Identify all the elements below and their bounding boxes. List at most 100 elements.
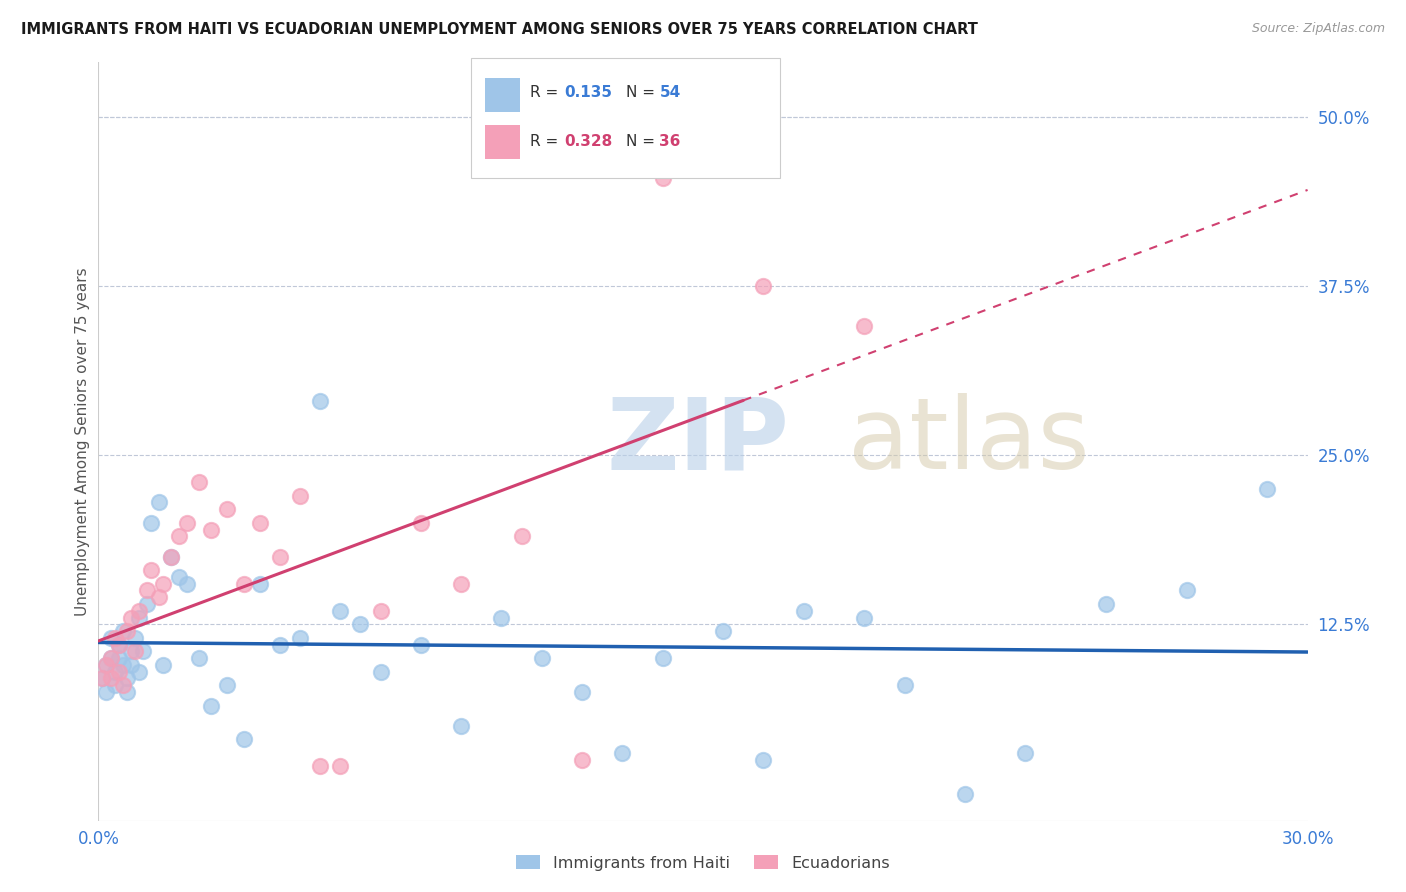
Point: [115, 624, 138, 639]
Text: 36: 36: [659, 135, 681, 149]
Point: [96, 685, 118, 699]
Point: [288, 489, 311, 503]
Point: [651, 651, 673, 665]
Point: [752, 753, 775, 767]
Point: [103, 665, 125, 679]
Text: IMMIGRANTS FROM HAITI VS ECUADORIAN UNEMPLOYMENT AMONG SENIORS OVER 75 YEARS COR: IMMIGRANTS FROM HAITI VS ECUADORIAN UNEM…: [21, 22, 979, 37]
Point: [111, 678, 134, 692]
Point: [491, 610, 513, 624]
Point: [103, 678, 125, 692]
Point: [148, 495, 170, 509]
Point: [249, 576, 271, 591]
Point: [176, 576, 198, 591]
Point: [100, 672, 122, 686]
Point: [124, 644, 146, 658]
Point: [91, 672, 114, 686]
Point: [571, 685, 593, 699]
Point: [288, 631, 311, 645]
Point: [893, 678, 915, 692]
Point: [132, 644, 155, 658]
Point: [124, 631, 146, 645]
Point: [200, 523, 222, 537]
Point: [711, 624, 734, 639]
Point: [152, 576, 174, 591]
Point: [249, 516, 271, 530]
Point: [1014, 746, 1036, 760]
Point: [120, 644, 142, 658]
Point: [107, 638, 129, 652]
Text: R =: R =: [530, 86, 564, 100]
Point: [370, 604, 392, 618]
Point: [269, 638, 291, 652]
Point: [120, 610, 142, 624]
Point: [100, 651, 122, 665]
Point: [111, 657, 134, 672]
Point: [188, 651, 211, 665]
Point: [128, 604, 150, 618]
Point: [793, 604, 815, 618]
Point: [100, 651, 122, 665]
Point: [107, 651, 129, 665]
Text: 0.135: 0.135: [564, 86, 612, 100]
Point: [135, 583, 157, 598]
Point: [100, 631, 122, 645]
Point: [571, 753, 593, 767]
Point: [450, 719, 472, 733]
Text: N =: N =: [626, 86, 659, 100]
Point: [91, 672, 114, 686]
Text: R =: R =: [530, 135, 564, 149]
Point: [309, 393, 332, 408]
Text: 0.328: 0.328: [564, 135, 612, 149]
Point: [329, 604, 352, 618]
Text: N =: N =: [626, 135, 659, 149]
Point: [853, 319, 876, 334]
Point: [217, 678, 239, 692]
Point: [107, 665, 129, 679]
Point: [167, 570, 190, 584]
Point: [152, 657, 174, 672]
Point: [96, 657, 118, 672]
Point: [409, 638, 432, 652]
Text: Source: ZipAtlas.com: Source: ZipAtlas.com: [1251, 22, 1385, 36]
Y-axis label: Unemployment Among Seniors over 75 years: Unemployment Among Seniors over 75 years: [75, 268, 90, 615]
Point: [450, 576, 472, 591]
Point: [176, 516, 198, 530]
Point: [349, 617, 371, 632]
Point: [309, 759, 332, 773]
Text: 54: 54: [659, 86, 681, 100]
Point: [530, 651, 553, 665]
Point: [139, 516, 162, 530]
Point: [612, 746, 634, 760]
Point: [232, 576, 254, 591]
Point: [370, 665, 392, 679]
Text: atlas: atlas: [848, 393, 1090, 490]
Point: [167, 529, 190, 543]
Point: [269, 549, 291, 564]
Point: [111, 624, 134, 639]
Point: [232, 732, 254, 747]
Point: [115, 672, 138, 686]
Point: [128, 665, 150, 679]
Point: [1256, 482, 1278, 496]
Point: [853, 610, 876, 624]
Point: [1095, 597, 1118, 611]
Point: [160, 549, 183, 564]
Point: [148, 591, 170, 605]
Point: [115, 685, 138, 699]
Point: [651, 170, 673, 185]
Point: [1175, 583, 1198, 598]
Point: [188, 475, 211, 490]
Point: [139, 563, 162, 577]
Point: [107, 638, 129, 652]
Point: [103, 631, 125, 645]
Point: [217, 502, 239, 516]
Point: [120, 657, 142, 672]
Point: [329, 759, 352, 773]
Point: [128, 610, 150, 624]
Point: [160, 549, 183, 564]
Text: ZIP: ZIP: [606, 393, 789, 490]
Point: [200, 698, 222, 713]
Point: [96, 657, 118, 672]
Point: [510, 529, 533, 543]
Point: [953, 787, 976, 801]
